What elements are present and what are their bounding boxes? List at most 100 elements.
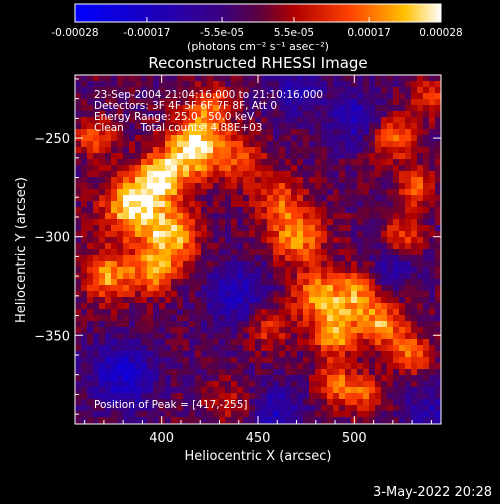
heatmap-cell [321,195,327,201]
heatmap-cell [255,183,261,189]
heatmap-cell [81,303,87,309]
heatmap-cell [129,213,135,219]
heatmap-cell [81,297,87,303]
heatmap-cell [147,165,153,171]
heatmap-cell [309,351,315,357]
heatmap-cell [261,165,267,171]
heatmap-cell [177,327,183,333]
heatmap-cell [177,147,183,153]
heatmap-cell [327,273,333,279]
heatmap-cell [105,231,111,237]
heatmap-cell [183,195,189,201]
heatmap-cell [183,87,189,93]
heatmap-cell [243,123,249,129]
heatmap-cell [135,381,141,387]
heatmap-cell [405,177,411,183]
heatmap-cell [273,345,279,351]
heatmap-cell [231,399,237,405]
heatmap-cell [405,249,411,255]
heatmap-cell [303,75,309,81]
heatmap-cell [99,393,105,399]
heatmap-cell [117,165,123,171]
heatmap-cell [381,315,387,321]
heatmap-cell [291,387,297,393]
heatmap-cell [321,369,327,375]
heatmap-cell [231,195,237,201]
heatmap-cell [147,333,153,339]
heatmap-cell [201,171,207,177]
heatmap-cell [87,111,93,117]
heatmap-cell [405,135,411,141]
heatmap-cell [291,237,297,243]
heatmap-cell [213,351,219,357]
heatmap-cell [225,111,231,117]
heatmap-cell [177,105,183,111]
heatmap-cell [183,75,189,81]
heatmap-cell [165,315,171,321]
heatmap-cell [195,135,201,141]
heatmap-cell [261,405,267,411]
heatmap-cell [423,309,429,315]
heatmap-cell [297,339,303,345]
heatmap-cell [219,135,225,141]
heatmap-cell [369,357,375,363]
heatmap-cell [387,369,393,375]
heatmap-cell [75,309,81,315]
heatmap-cell [123,417,129,423]
heatmap-cell [93,207,99,213]
heatmap-cell [327,129,333,135]
heatmap-cell [213,255,219,261]
heatmap-cell [117,177,123,183]
heatmap-cell [207,375,213,381]
heatmap-cell [333,249,339,255]
heatmap-cell [123,117,129,123]
heatmap-cell [201,81,207,87]
heatmap-cell [123,75,129,81]
heatmap-cell [195,177,201,183]
heatmap-cell [231,243,237,249]
heatmap-cell [237,135,243,141]
heatmap-cell [225,405,231,411]
heatmap-cell [165,357,171,363]
heatmap-cell [147,129,153,135]
heatmap-cell [399,273,405,279]
heatmap-cell [345,303,351,309]
heatmap-cell [327,171,333,177]
heatmap-cell [363,309,369,315]
heatmap-cell [99,129,105,135]
heatmap-cell [189,105,195,111]
heatmap-cell [297,261,303,267]
heatmap-cell [171,261,177,267]
heatmap-cell [417,315,423,321]
heatmap-cell [129,159,135,165]
heatmap-cell [423,375,429,381]
heatmap-cell [201,291,207,297]
heatmap-cell [375,321,381,327]
heatmap-cell [189,183,195,189]
heatmap-cell [183,279,189,285]
heatmap-cell [237,333,243,339]
heatmap-cell [225,117,231,123]
heatmap-cell [219,279,225,285]
heatmap-cell [93,165,99,171]
heatmap-cell [189,237,195,243]
heatmap-cell [333,357,339,363]
heatmap-cell [429,351,435,357]
heatmap-cell [423,405,429,411]
heatmap-cell [405,321,411,327]
heatmap-cell [369,141,375,147]
heatmap-cell [141,219,147,225]
heatmap-cell [141,159,147,165]
heatmap-cell [129,315,135,321]
heatmap-cell [195,237,201,243]
heatmap-cell [213,111,219,117]
heatmap-cell [267,219,273,225]
heatmap-cell [135,177,141,183]
heatmap-cell [225,231,231,237]
heatmap-cell [393,321,399,327]
heatmap-cell [399,297,405,303]
heatmap-cell [399,375,405,381]
heatmap-cell [381,183,387,189]
heatmap-cell [393,381,399,387]
heatmap-cell [411,207,417,213]
